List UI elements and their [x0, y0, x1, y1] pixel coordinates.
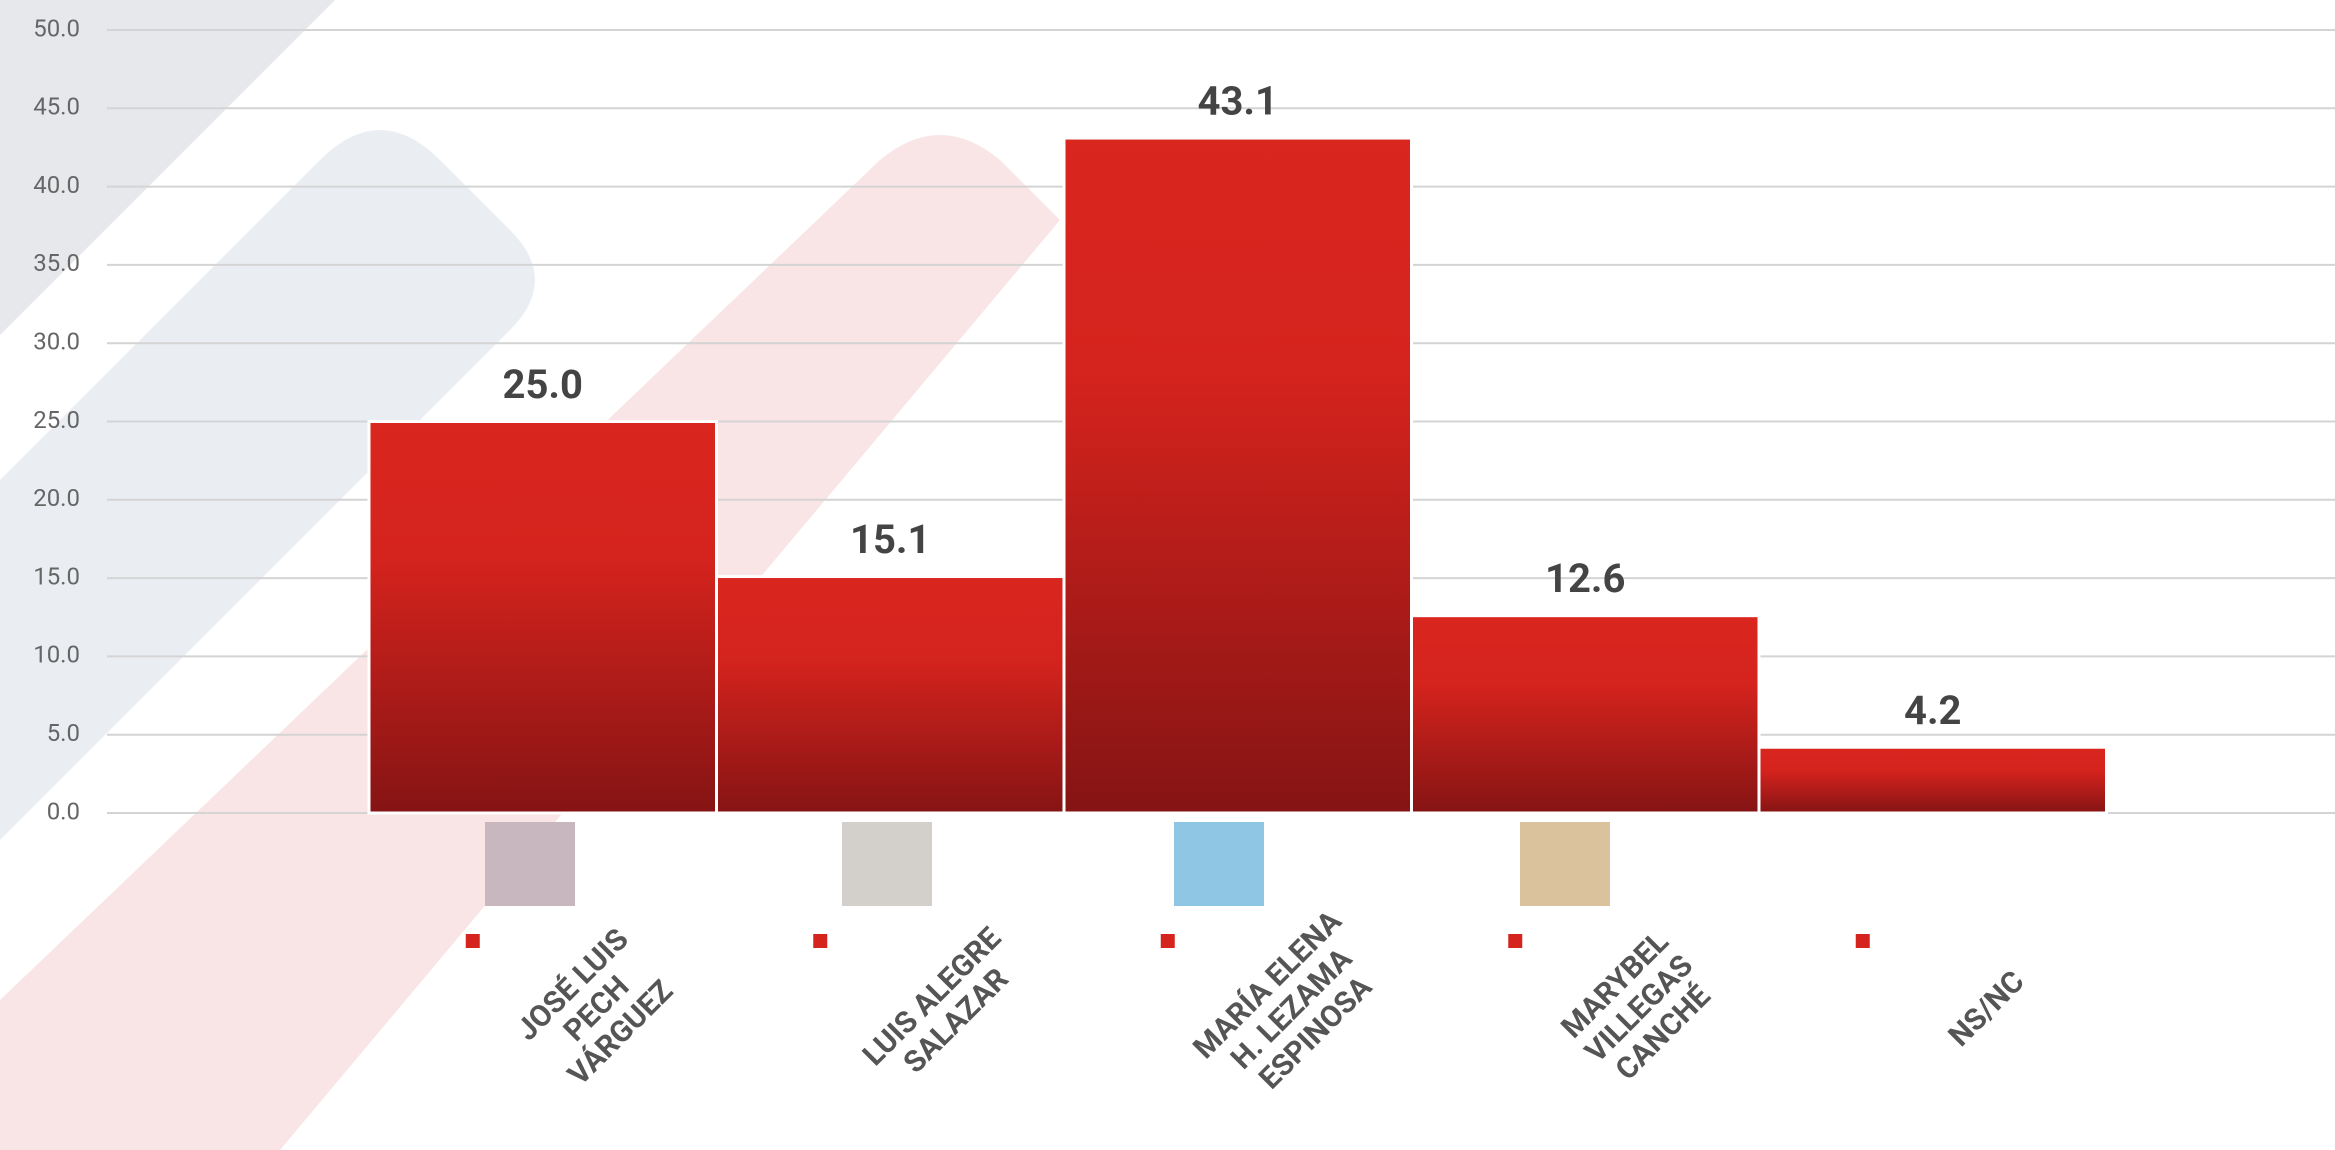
bar: [1062, 136, 1413, 815]
legend-marker: [463, 932, 482, 950]
y-tick-label: 15.0: [33, 562, 80, 590]
legend-marker: [1158, 932, 1177, 950]
legend-marker: [811, 932, 830, 950]
value-label: 12.6: [1545, 555, 1625, 602]
y-tick-label: 0.0: [47, 797, 80, 825]
y-tick-label: 10.0: [33, 641, 80, 669]
y-tick-label: 25.0: [33, 406, 80, 434]
value-label: 25.0: [503, 361, 583, 408]
bar: [1757, 745, 2108, 815]
legend-marker: [1853, 932, 1872, 950]
bar: [367, 420, 718, 815]
x-tick-label: LUIS ALEGRESALAZAR: [856, 921, 1032, 1097]
y-tick-label: 35.0: [33, 249, 80, 277]
y-tick-label: 5.0: [47, 719, 80, 747]
x-tick-label: MARÍA ELENAH. LEZAMAESPINOSA: [1187, 903, 1398, 1114]
legend-marker: [1506, 932, 1525, 950]
y-tick-label: 20.0: [33, 484, 80, 512]
y-tick-label: 45.0: [33, 93, 80, 121]
bar: [1410, 614, 1761, 815]
y-tick-label: 40.0: [33, 171, 80, 199]
value-label: 15.1: [850, 516, 930, 563]
y-tick-label: 30.0: [33, 328, 80, 356]
x-tick-label: MARYBELVILLEGASCANCHÉ: [1554, 924, 1724, 1094]
bar: [715, 575, 1066, 815]
value-label: 4.2: [1904, 687, 1962, 734]
candidate-photos: [485, 822, 1610, 906]
x-tick-label: JOSÉ LUISPECHVÁRGUEZ: [510, 922, 684, 1096]
x-tick-label: NS/NC: [1942, 964, 2032, 1054]
y-tick-label: 50.0: [33, 14, 80, 42]
value-label: 43.1: [1198, 78, 1278, 125]
